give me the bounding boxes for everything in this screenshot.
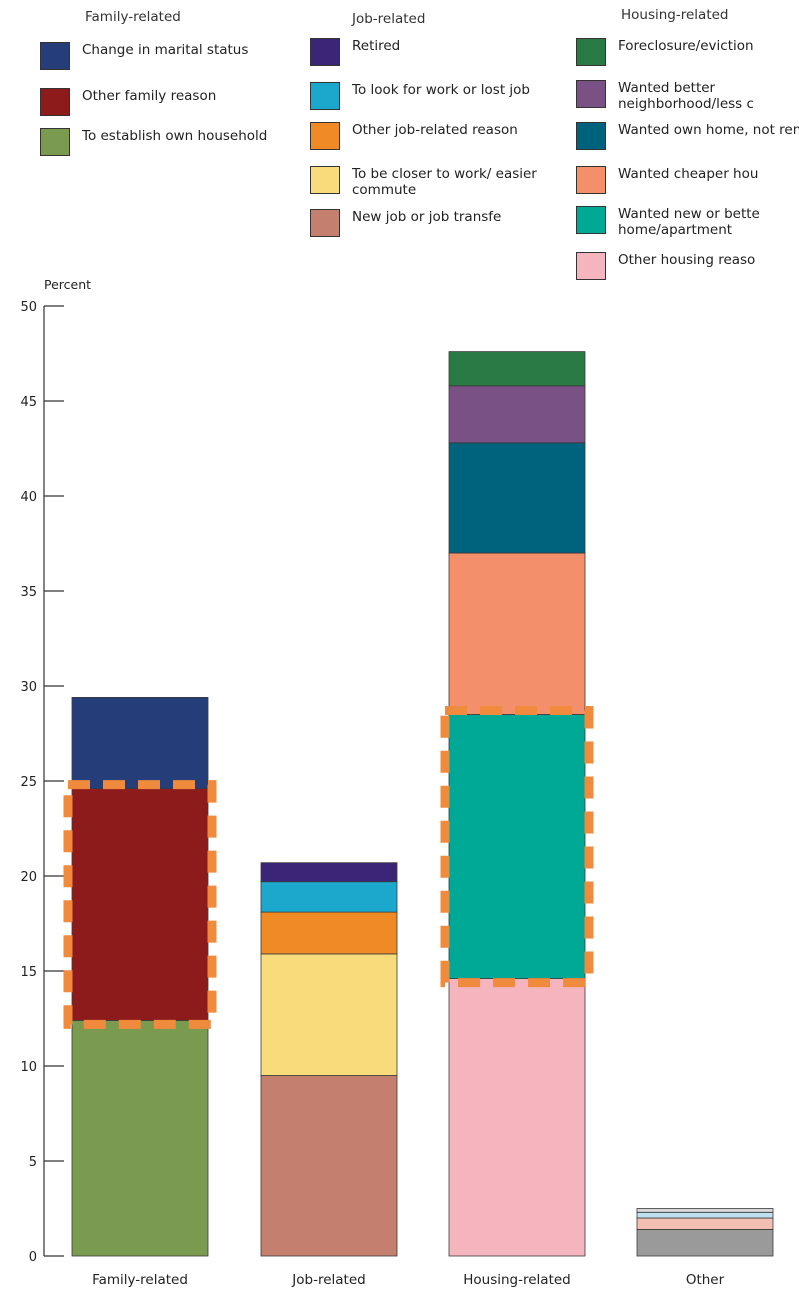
- legend-swatch: [310, 38, 340, 66]
- y-tick-label: 15: [20, 965, 37, 980]
- legend-label: Other housing reaso: [618, 252, 756, 268]
- legend-group-title-housing: Housing-related: [621, 7, 729, 23]
- y-tick-label: 50: [20, 300, 37, 315]
- stacked-bar-chart: 0 5 10 15 20 25 30 35 40 45 50 Percent Family-relat…: [20, 277, 774, 1288]
- bar-segment: [448, 714, 586, 980]
- bar-segment: [448, 351, 586, 387]
- legend-swatch: [576, 252, 606, 280]
- legend-swatch: [40, 128, 70, 156]
- legend-label: To be closer to work/ easier commute: [352, 166, 537, 198]
- y-tick-label: 10: [20, 1060, 37, 1075]
- bar-segment: [448, 552, 586, 715]
- labels-layer: Family-related Job-related Housing-related…: [92, 1272, 725, 1288]
- bar-segment: [71, 788, 209, 1021]
- legend-label: Change in marital status: [82, 42, 249, 58]
- legend-swatch: [576, 80, 606, 108]
- highlight-outline: [440, 706, 594, 988]
- highlight-layer: [63, 706, 594, 1029]
- legend-swatch: [40, 42, 70, 70]
- legend-swatch: [576, 166, 606, 194]
- bar-segment: [636, 1217, 774, 1230]
- bar-segment: [71, 696, 209, 789]
- chart-legend: Family-related Change in marital status …: [0, 0, 799, 290]
- legend-label: Wanted own home, not rent: [618, 122, 799, 138]
- legend-label: Wanted cheaper hou: [618, 166, 759, 182]
- legend-swatch: [310, 122, 340, 150]
- legend-swatch: [576, 122, 606, 150]
- legend-label: Other job-related reason: [352, 122, 518, 138]
- legend-swatch: [310, 82, 340, 110]
- legend-label: Wanted new or bette home/apartment: [618, 206, 760, 238]
- bar-segment: [636, 1211, 774, 1219]
- legend-swatch: [310, 209, 340, 237]
- bars-layer: [71, 351, 774, 1257]
- legend-label: To look for work or lost job: [352, 82, 531, 98]
- y-tick-label: 30: [20, 680, 37, 695]
- y-tick-label: 40: [20, 490, 37, 505]
- y-tick-label: 20: [20, 870, 37, 885]
- y-tick-label: 0: [29, 1250, 37, 1265]
- legend-swatch: [576, 206, 606, 234]
- bar-segment: [260, 881, 398, 913]
- legend-group-title-job: Job-related: [352, 11, 426, 27]
- y-tick-label: 25: [20, 775, 37, 790]
- axis-layer: 0 5 10 15 20 25 30 35 40 45 50 Percent: [20, 277, 91, 1265]
- bar-segment: [636, 1229, 774, 1257]
- legend-swatch: [576, 38, 606, 66]
- highlight-outline: [63, 780, 217, 1029]
- bar-segment: [448, 978, 586, 1257]
- x-category-label: Other: [686, 1272, 725, 1288]
- y-tick-label: 45: [20, 395, 37, 410]
- bar-segment: [260, 911, 398, 955]
- bar-segment: [71, 1020, 209, 1257]
- bar-segment: [260, 862, 398, 883]
- legend-group-title-family: Family-related: [85, 9, 181, 25]
- bar-segment: [636, 1208, 774, 1213]
- bar-segment: [260, 1075, 398, 1257]
- y-tick-label: 5: [29, 1155, 37, 1170]
- bar-segment: [260, 953, 398, 1076]
- bar-segment: [448, 385, 586, 444]
- x-category-label: Housing-related: [463, 1272, 571, 1288]
- legend-swatch: [40, 88, 70, 116]
- legend-label: Wanted better neighborhood/less c: [618, 80, 754, 112]
- x-category-label: Family-related: [92, 1272, 188, 1288]
- legend-label: To establish own household: [82, 128, 268, 144]
- legend-swatch: [310, 166, 340, 194]
- legend-label: Foreclosure/eviction: [618, 38, 754, 54]
- y-tick-label: 35: [20, 585, 37, 600]
- bar-segment: [448, 442, 586, 554]
- legend-label: Retired: [352, 38, 401, 54]
- legend-label: Other family reason: [82, 88, 217, 104]
- y-axis-title: Percent: [44, 277, 91, 292]
- legend-label: New job or job transfe: [352, 209, 502, 225]
- x-category-label: Job-related: [291, 1272, 365, 1288]
